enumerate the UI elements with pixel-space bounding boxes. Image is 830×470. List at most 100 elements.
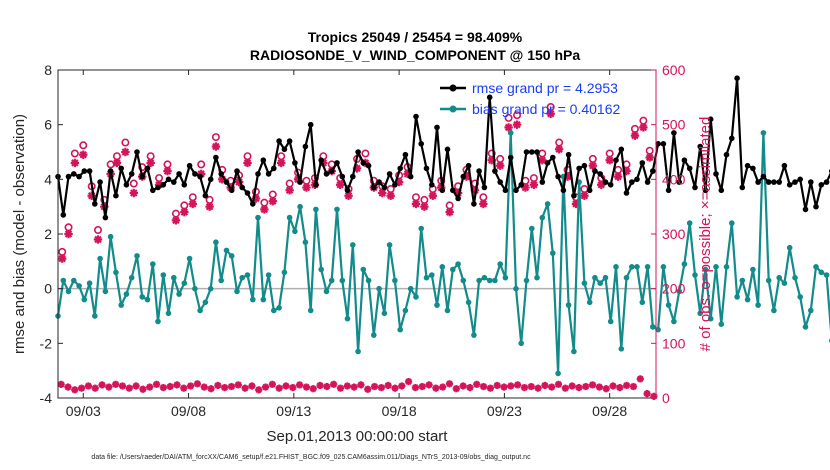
rmse-point — [492, 168, 498, 174]
bias-point — [713, 264, 719, 270]
rmse-point — [707, 116, 714, 122]
rmse-point — [607, 182, 614, 188]
obs-assimilated-point — [344, 191, 353, 200]
rmse-point — [286, 138, 293, 144]
obs-assimilated-low-point — [255, 386, 263, 394]
rmse-point — [381, 184, 388, 191]
bias-point — [302, 239, 309, 245]
bias-point — [734, 294, 740, 300]
rmse-point — [576, 165, 582, 172]
bias-point — [702, 266, 709, 273]
y-left-tick-label: 8 — [44, 62, 52, 78]
bias-point — [550, 250, 556, 256]
rmse-point — [197, 173, 203, 180]
bias-point — [665, 302, 672, 308]
obs-assimilated-low-point — [84, 382, 93, 390]
bias-point — [739, 277, 746, 284]
bias-point — [592, 274, 598, 281]
obs-assimilated-low-point — [118, 382, 127, 390]
obs-assimilated-point — [639, 123, 648, 132]
rmse-point — [465, 162, 472, 169]
obs-assimilated-low-point — [152, 380, 161, 388]
obs-assimilated-low-point — [541, 381, 549, 390]
rmse-point — [213, 154, 219, 161]
obs-assimilated-point — [386, 191, 395, 200]
rmse-point — [697, 143, 703, 150]
obs-assimilated-low-point — [643, 390, 651, 398]
obs-assimilated-low-point — [105, 383, 113, 391]
obs-assimilated-low-point — [493, 381, 501, 390]
bias-point — [450, 266, 456, 273]
bias-point — [492, 277, 498, 284]
obs-assimilated-low-point — [132, 382, 140, 390]
obs-possible-point — [106, 160, 115, 169]
rmse-point — [60, 212, 67, 218]
bias-point — [197, 307, 203, 314]
rmse-point — [328, 168, 335, 174]
obs-possible-point — [94, 226, 103, 235]
bias-point — [486, 277, 493, 284]
bias-point — [76, 283, 82, 289]
obs-assimilated-low-point — [568, 382, 576, 390]
rmse-point — [539, 179, 546, 185]
rmse-point — [350, 173, 356, 180]
rmse-point — [376, 179, 382, 185]
bias-point — [407, 285, 414, 292]
bias-point — [134, 253, 140, 259]
bias-point — [360, 266, 367, 273]
obs-assimilated-low-point — [227, 382, 236, 391]
rmse-point — [297, 179, 303, 185]
obs-assimilated-low-point — [575, 384, 583, 392]
obs-assimilated-low-point — [520, 384, 529, 392]
obs-assimilated-point — [79, 150, 88, 159]
obs-assimilated-low-point — [268, 380, 276, 388]
rmse-point — [392, 182, 398, 188]
rmse-point — [660, 141, 667, 147]
rmse-point — [702, 187, 709, 194]
obs-assimilated-point — [243, 158, 252, 168]
bias-point — [481, 274, 488, 281]
rmse-point — [692, 184, 698, 191]
bias-point — [371, 332, 377, 338]
bias-point — [155, 318, 161, 325]
obs-assimilated-point — [335, 180, 345, 189]
rmse-point — [713, 171, 719, 177]
rmse-point — [729, 135, 735, 142]
rmse-point — [439, 187, 446, 194]
bias-point — [655, 326, 661, 333]
obs-assimilated-point — [70, 158, 80, 168]
rmse-point — [739, 184, 746, 191]
bias-point — [202, 299, 209, 306]
bias-point — [276, 305, 282, 311]
bias-point — [192, 285, 198, 292]
obs-assimilated-low-point — [57, 380, 65, 388]
bias-point — [823, 272, 830, 278]
obs-assimilated-point — [445, 207, 454, 217]
x-tick-label: 09/23 — [487, 403, 522, 419]
rmse-point — [734, 75, 740, 81]
rmse-point — [218, 171, 224, 177]
bias-point — [555, 370, 561, 377]
y-right-axis-label: # of obs: o=possible; ×=assimilated — [697, 117, 714, 352]
obs-assimilated-low-point — [588, 381, 597, 389]
obs-assimilated-low-point — [364, 385, 372, 393]
rmse-point — [134, 149, 140, 155]
rmse-point — [402, 151, 409, 158]
rmse-point — [771, 179, 777, 185]
rmse-point — [786, 182, 793, 188]
y-right-tick-label: 500 — [662, 117, 686, 133]
rmse-point — [623, 190, 630, 196]
obs-assimilated-low-point — [398, 382, 406, 390]
bias-point — [160, 272, 167, 278]
rmse-point — [450, 187, 456, 194]
obs-assimilated-low-point — [486, 384, 494, 392]
bias-point — [729, 220, 735, 226]
rmse-point — [250, 201, 256, 207]
bias-point — [808, 307, 814, 314]
obs-assimilated-point — [58, 254, 67, 263]
rmse-point — [629, 179, 635, 185]
rmse-point — [344, 187, 351, 194]
obs-assimilated-point — [163, 166, 172, 176]
obs-assimilated-low-point — [180, 384, 188, 392]
obs-assimilated-point — [180, 207, 189, 217]
